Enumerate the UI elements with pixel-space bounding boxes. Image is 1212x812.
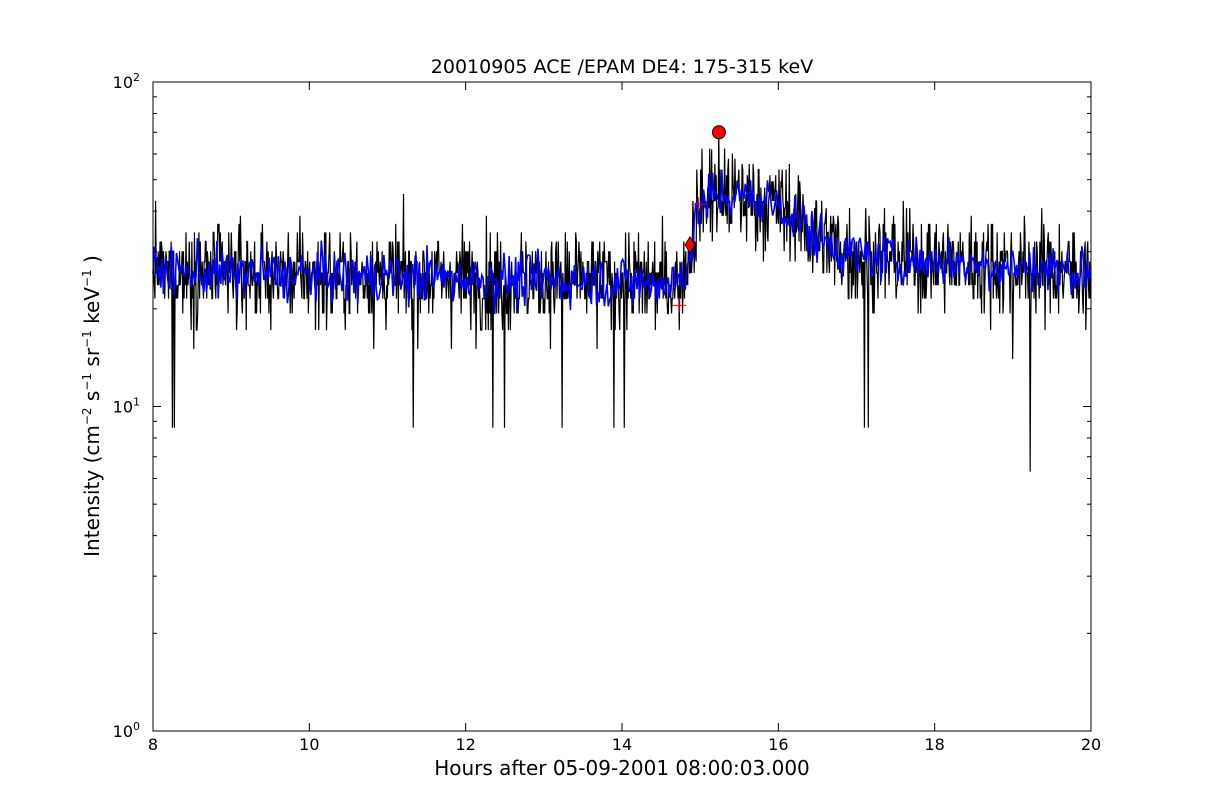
y-tick-label: 101: [113, 396, 140, 417]
ylabel-sr: sr: [80, 347, 104, 373]
ylabel-exp2: −1: [80, 372, 94, 391]
ylabel-kev: keV: [80, 287, 104, 331]
tick-group: [152, 81, 1092, 732]
ylabel-exp1: −2: [80, 407, 94, 426]
x-tick-label: 18: [924, 735, 944, 754]
ylabel-prefix: Intensity (cm: [80, 425, 104, 557]
ylabel-exp4: −1: [80, 269, 94, 288]
series-group: [152, 132, 1092, 472]
x-tick-label: 8: [148, 735, 158, 754]
series-smoothed-line: [152, 169, 1092, 315]
x-tick-labels: 8 10 12 14 16 18 20: [148, 735, 1101, 754]
y-tick-label: 102: [113, 71, 140, 92]
peak-marker: [711, 125, 726, 140]
x-tick-label: 14: [612, 735, 632, 754]
x-tick-label: 16: [768, 735, 788, 754]
x-axis-label: Hours after 05-09-2001 08:00:03.000: [434, 756, 810, 780]
plot-area: [153, 82, 1091, 731]
x-tick-label: 20: [1081, 735, 1101, 754]
ylabel-s: s: [80, 390, 104, 408]
y-tick-labels: 100 101 102: [113, 71, 140, 741]
chart-title: 20010905 ACE /EPAM DE4: 175-315 keV: [430, 56, 814, 78]
x-tick-label: 12: [455, 735, 475, 754]
x-tick-label: 10: [299, 735, 319, 754]
onset-marker: [684, 236, 696, 254]
ylabel-exp3: −1: [80, 330, 94, 348]
y-tick-label: 100: [113, 720, 140, 741]
ylabel-suffix: ): [80, 255, 104, 270]
fit-marker: [691, 197, 706, 212]
marker-group: [672, 125, 726, 313]
fit-marker: [672, 298, 687, 313]
